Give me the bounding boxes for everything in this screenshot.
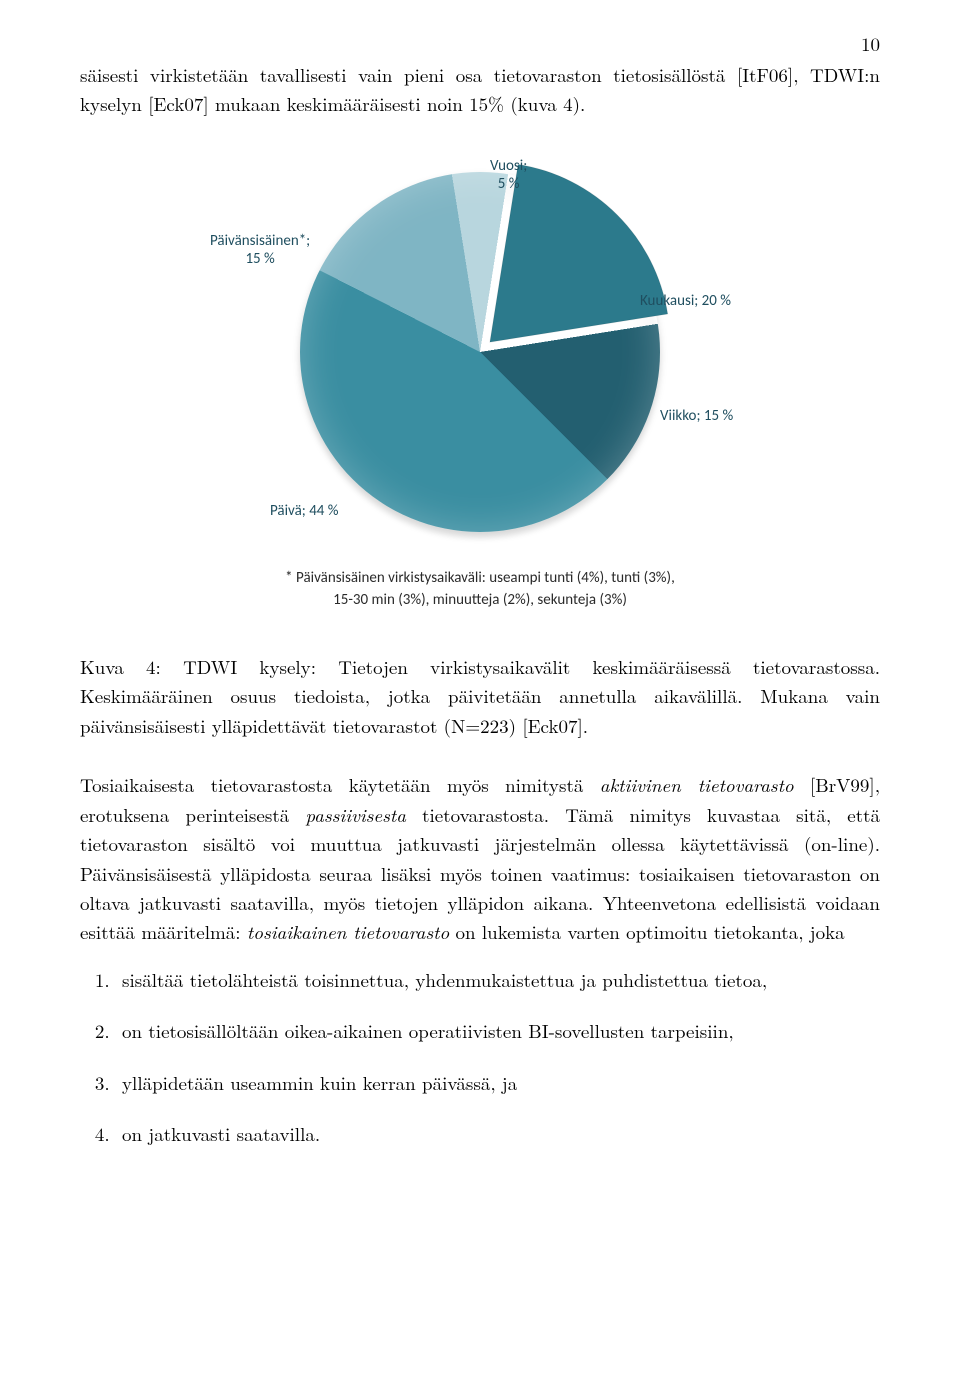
- text-run: on lukemista varten optimoitu tietokanta…: [449, 918, 845, 945]
- text-run: Tosiaikaisesta tietovarastosta käytetään…: [80, 771, 600, 798]
- page: 10 säisesti virkistetään tavallisesti va…: [0, 0, 960, 1231]
- term-tosiaikainen: tosiaikainen tietovarasto: [247, 918, 449, 945]
- term-aktiivinen: aktiivinen tietovarasto: [600, 771, 794, 798]
- figure-caption: Kuva 4: TDWI kysely: Tietojen virkistysa…: [80, 652, 880, 740]
- pie-label-kuukausi: Kuukausi; 20 %: [640, 292, 731, 310]
- list-item: on tietosisällöltään oikea-aikainen oper…: [116, 1016, 880, 1045]
- pie-label-paiva: Päivä; 44 %: [270, 502, 339, 520]
- figure-4: Vuosi; 5 % Kuukausi; 20 % Viikko; 15 % P…: [170, 147, 790, 612]
- pie-label-vuosi: Vuosi; 5 %: [490, 157, 527, 193]
- body-paragraph: Tosiaikaisesta tietovarastosta käytetään…: [80, 770, 880, 947]
- figure-footnote-line1: * Päivänsisäinen virkistysaikaväli: usea…: [220, 567, 740, 590]
- page-number: 10: [861, 30, 880, 57]
- pie-label-viikko: Viikko; 15 %: [660, 407, 733, 425]
- figure-footnote: * Päivänsisäinen virkistysaikaväli: usea…: [220, 567, 740, 612]
- intro-paragraph: säisesti virkistetään tavallisesti vain …: [80, 60, 880, 119]
- pie-label-paivansisainen: Päivänsisäinen*; 15 %: [210, 232, 310, 268]
- list-item: ylläpidetään useammin kuin kerran päiväs…: [116, 1068, 880, 1097]
- pie-chart: Vuosi; 5 % Kuukausi; 20 % Viikko; 15 % P…: [170, 147, 790, 527]
- term-passiivisesta: passiivisesta: [305, 801, 406, 828]
- figure-footnote-line2: 15-30 min (3%), minuutteja (2%), sekunte…: [220, 589, 740, 612]
- definition-list: sisältää tietolähteistä toisinnettua, yh…: [80, 965, 880, 1149]
- list-item: on jatkuvasti saatavilla.: [116, 1119, 880, 1148]
- pie-pulled-slice: [300, 172, 660, 532]
- list-item: sisältää tietolähteistä toisinnettua, yh…: [116, 965, 880, 994]
